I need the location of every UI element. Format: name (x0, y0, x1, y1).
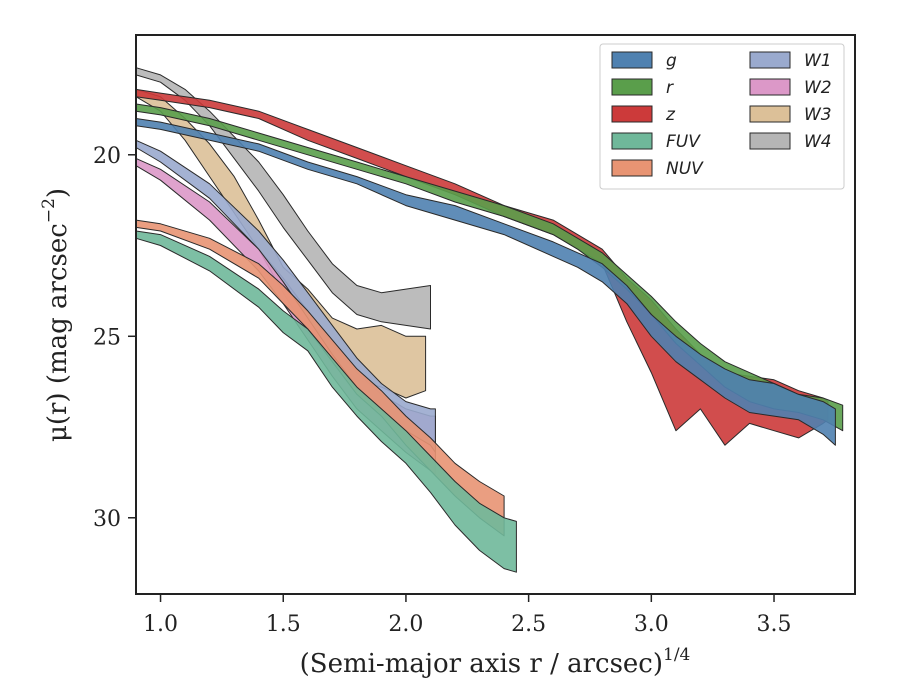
legend-items: grz FUV NUV W1 W2 W3 W4 (611, 51, 832, 179)
plot-frame (135, 34, 856, 595)
y-axis-label: μ(r) (mag arcsec−2) (39, 188, 73, 442)
x-axis-ticks: 1.0 1.5 2.0 2.5 3.0 3.5 (143, 594, 792, 637)
y-tick-label: 25 (93, 325, 121, 350)
x-axis-label-exponent: 1/4 (663, 645, 690, 665)
legend-label-g: g (666, 51, 677, 71)
profile-bands (135, 67, 844, 573)
y-tick-label: 20 (93, 144, 121, 169)
legend-label-nuv: NUV (666, 159, 704, 179)
legend-label-w2: W2 (804, 78, 832, 98)
legend-swatch-nuv (611, 159, 653, 177)
x-tick-label: 2.0 (388, 612, 423, 637)
legend-swatch-z (611, 105, 653, 123)
band-w3 (135, 88, 427, 399)
band-g (135, 118, 836, 446)
legend-label-w1: W1 (804, 51, 832, 71)
x-tick-label: 1.5 (266, 612, 301, 637)
y-axis-label-exponent: −2 (39, 198, 59, 223)
legend-label-w3: W3 (804, 105, 832, 125)
x-tick-label: 3.5 (757, 612, 792, 637)
legend-label-fuv: FUV (666, 132, 701, 152)
band-fuv (135, 230, 517, 573)
legend-swatch-fuv (611, 132, 653, 150)
legend-swatch-g (611, 51, 653, 69)
x-tick-label: 3.0 (634, 612, 669, 637)
legend-swatch-w3 (749, 105, 791, 123)
legend-label-r: r (666, 78, 674, 98)
legend: grz FUV NUV W1 W2 W3 W4 (599, 43, 845, 190)
x-axis-label: (Semi-major axis r / arcsec)1/4 (300, 645, 691, 679)
legend-swatch-r (611, 78, 653, 96)
legend-swatch-w4 (749, 132, 791, 150)
x-tick-label: 2.5 (511, 612, 546, 637)
legend-label-w4: W4 (804, 132, 832, 152)
x-tick-label: 1.0 (143, 612, 178, 637)
y-axis-ticks: 20 25 30 (93, 144, 136, 532)
legend-label-z: z (665, 105, 676, 125)
legend-swatch-w1 (749, 51, 791, 69)
y-tick-label: 30 (93, 507, 121, 532)
legend-swatch-w2 (749, 78, 791, 96)
